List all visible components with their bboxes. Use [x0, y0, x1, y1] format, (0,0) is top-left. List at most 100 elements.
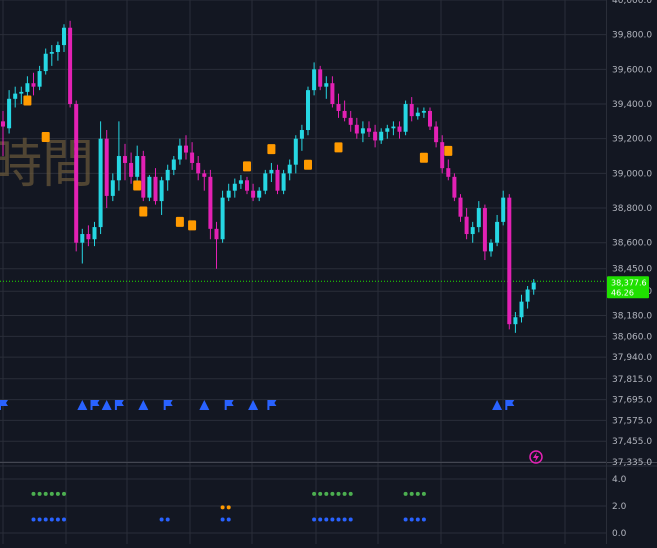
indicator-dot[interactable]	[403, 517, 408, 522]
indicator-dot[interactable]	[220, 517, 225, 522]
candle-down[interactable]	[367, 128, 371, 132]
candle-down[interactable]	[434, 126, 439, 143]
indicator-dot[interactable]	[43, 517, 48, 522]
indicator-dot[interactable]	[312, 491, 317, 496]
candle-down[interactable]	[184, 145, 188, 153]
candle-up[interactable]	[360, 128, 365, 134]
signal-triangle-icon[interactable]	[492, 400, 503, 410]
signal-flag-icon[interactable]	[163, 400, 173, 410]
indicator-dot[interactable]	[62, 491, 66, 496]
indicator-dot[interactable]	[409, 491, 414, 496]
signal-triangle-icon[interactable]	[248, 400, 259, 410]
indicator-dot[interactable]	[336, 517, 341, 522]
event-flag-icon[interactable]	[334, 142, 343, 153]
candle-up[interactable]	[80, 234, 85, 243]
indicator-dot[interactable]	[421, 491, 426, 496]
candle-up[interactable]	[98, 138, 103, 228]
candle-up[interactable]	[385, 128, 390, 132]
candle-down[interactable]	[348, 117, 353, 125]
candle-down[interactable]	[104, 138, 109, 196]
event-flag-icon[interactable]	[188, 220, 197, 231]
indicator-dot[interactable]	[336, 491, 341, 496]
indicator-dot[interactable]	[37, 491, 42, 496]
indicator-dot[interactable]	[403, 491, 408, 496]
candle-up[interactable]	[92, 227, 97, 240]
candle-up[interactable]	[165, 169, 170, 181]
signal-flag-icon[interactable]	[267, 400, 277, 410]
candle-up[interactable]	[177, 145, 182, 160]
indicator-dot[interactable]	[226, 517, 231, 522]
candle-up[interactable]	[287, 164, 292, 174]
candle-up[interactable]	[116, 156, 121, 181]
candle-up[interactable]	[489, 242, 493, 252]
signal-triangle-icon[interactable]	[138, 400, 149, 410]
signal-triangle-icon[interactable]	[101, 400, 112, 410]
signal-flag-icon[interactable]	[505, 400, 515, 410]
candle-down[interactable]	[196, 162, 201, 174]
candle-down[interactable]	[464, 216, 469, 235]
indicator-dot[interactable]	[330, 517, 335, 522]
indicator-dot[interactable]	[318, 491, 323, 496]
candle-up[interactable]	[476, 208, 481, 228]
indicator-dot[interactable]	[342, 517, 347, 522]
indicator-dot[interactable]	[159, 517, 164, 522]
candle-up[interactable]	[171, 159, 176, 170]
indicator-dot[interactable]	[318, 517, 323, 522]
indicator-dot[interactable]	[165, 517, 170, 522]
event-flag-icon[interactable]	[139, 206, 148, 217]
candle-up[interactable]	[501, 197, 506, 222]
event-flag-icon[interactable]	[304, 159, 312, 170]
candle-up[interactable]	[147, 176, 152, 198]
candle-down[interactable]	[330, 83, 335, 105]
candle-up[interactable]	[220, 197, 225, 240]
candle-down[interactable]	[482, 208, 487, 252]
candle-up[interactable]	[281, 173, 286, 191]
candle-up[interactable]	[495, 221, 500, 243]
indicator-dot[interactable]	[421, 517, 426, 522]
candle-down[interactable]	[251, 190, 256, 198]
signal-triangle-icon[interactable]	[199, 400, 210, 410]
candle-up[interactable]	[49, 52, 54, 54]
candle-up[interactable]	[263, 173, 268, 191]
candle-up[interactable]	[403, 104, 408, 132]
signal-flag-icon[interactable]	[0, 400, 8, 410]
candle-up[interactable]	[43, 53, 48, 72]
candle-down[interactable]	[68, 27, 73, 105]
candle-up[interactable]	[513, 317, 518, 325]
indicator-dot[interactable]	[415, 491, 420, 496]
indicator-dot[interactable]	[31, 491, 36, 496]
candle-up[interactable]	[269, 169, 274, 174]
candle-up[interactable]	[306, 90, 310, 131]
indicator-dot[interactable]	[37, 517, 42, 522]
candle-up[interactable]	[232, 183, 237, 191]
candle-down[interactable]	[440, 142, 445, 169]
indicator-dot[interactable]	[55, 517, 60, 522]
indicator-dot[interactable]	[415, 517, 420, 522]
candle-down[interactable]	[202, 173, 207, 177]
candle-up[interactable]	[421, 110, 426, 113]
candle-up[interactable]	[293, 138, 298, 165]
indicator-dot[interactable]	[330, 491, 335, 496]
event-flag-icon[interactable]	[23, 95, 32, 106]
event-flag-icon[interactable]	[444, 145, 453, 156]
candle-down[interactable]	[275, 169, 280, 191]
indicator-dot[interactable]	[49, 491, 54, 496]
candle-up[interactable]	[299, 130, 304, 139]
current-price-badge[interactable]	[607, 276, 649, 299]
candle-down[interactable]	[123, 156, 127, 163]
candle-down[interactable]	[86, 234, 91, 240]
candle-up[interactable]	[379, 131, 384, 141]
candle-down[interactable]	[141, 156, 146, 198]
candle-down[interactable]	[31, 83, 36, 87]
candle-up[interactable]	[110, 180, 115, 196]
candle-down[interactable]	[397, 126, 402, 132]
candle-down[interactable]	[153, 176, 158, 202]
candle-up[interactable]	[391, 126, 396, 129]
signal-flag-icon[interactable]	[90, 400, 100, 410]
candle-up[interactable]	[531, 282, 536, 290]
candle-up[interactable]	[55, 45, 60, 53]
signal-flag-icon[interactable]	[114, 400, 124, 410]
event-flag-icon[interactable]	[41, 131, 50, 142]
candle-down[interactable]	[214, 228, 219, 240]
